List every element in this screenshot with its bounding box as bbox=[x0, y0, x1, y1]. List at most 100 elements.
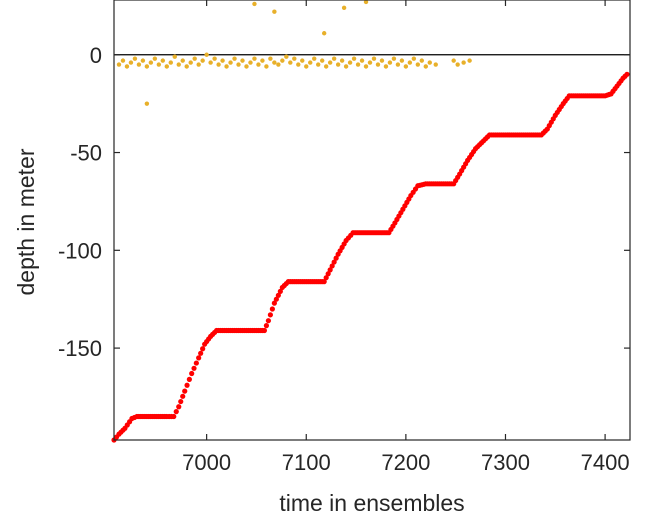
scatter-point bbox=[232, 56, 237, 61]
depth-point bbox=[273, 296, 279, 302]
scatter-point bbox=[371, 56, 377, 61]
scatter-point bbox=[284, 54, 289, 59]
scatter-point bbox=[240, 58, 245, 63]
scatter-point bbox=[383, 64, 389, 69]
scatter-point bbox=[148, 60, 154, 65]
scatter-point bbox=[331, 56, 337, 61]
scatter-point bbox=[144, 101, 150, 106]
depth-point bbox=[333, 255, 339, 261]
y-tick-label: -50 bbox=[70, 141, 102, 166]
scatter-point bbox=[224, 64, 229, 69]
scatter-point bbox=[228, 60, 233, 65]
scatter-point bbox=[216, 62, 221, 67]
ticks-layer: 7000 7100 7200 7300 7400 0 -50 -100 -150 bbox=[58, 0, 630, 475]
scatter-point bbox=[375, 62, 381, 67]
scatter-point bbox=[379, 58, 385, 63]
scatter-point bbox=[268, 56, 273, 61]
series-0 bbox=[116, 0, 472, 106]
depth-point bbox=[323, 275, 329, 281]
x-tick-label: 7200 bbox=[381, 450, 430, 475]
scatter-point bbox=[411, 56, 417, 61]
scatter-point bbox=[300, 58, 305, 63]
scatter-point bbox=[136, 62, 142, 67]
scatter-point bbox=[433, 62, 438, 67]
scatter-point bbox=[196, 62, 201, 67]
depth-point bbox=[193, 360, 199, 366]
marks-layer bbox=[111, 0, 630, 443]
scatter-point bbox=[363, 64, 369, 69]
depth-point bbox=[182, 388, 188, 394]
depth-point bbox=[275, 292, 281, 298]
depth-point bbox=[171, 413, 177, 420]
scatter-point bbox=[461, 60, 466, 65]
scatter-point bbox=[304, 64, 309, 69]
scatter-point bbox=[280, 58, 285, 63]
scatter-point bbox=[204, 52, 209, 57]
depth-point bbox=[173, 409, 179, 415]
scatter-point bbox=[236, 62, 241, 67]
scatter-point bbox=[144, 64, 150, 69]
depth-point bbox=[269, 306, 275, 312]
y-axis-label: depth in meter bbox=[13, 148, 39, 295]
scatter-point bbox=[124, 64, 130, 69]
depth-point bbox=[271, 300, 277, 306]
scatter-point bbox=[248, 60, 253, 65]
depth-point bbox=[321, 279, 327, 285]
scatter-point bbox=[192, 56, 197, 61]
scatter-point bbox=[128, 60, 134, 65]
scatter-point bbox=[363, 0, 369, 5]
scatter-point bbox=[156, 62, 162, 67]
scatter-point bbox=[355, 62, 361, 67]
scatter-point bbox=[264, 64, 269, 69]
scatter-point bbox=[272, 60, 277, 65]
depth-point bbox=[265, 318, 272, 324]
scatter-point bbox=[260, 58, 265, 63]
depth-point bbox=[196, 355, 202, 361]
scatter-point bbox=[200, 58, 205, 63]
scatter-point bbox=[292, 56, 297, 61]
scatter-point bbox=[172, 54, 177, 59]
scatter-point bbox=[341, 5, 347, 11]
scatter-point bbox=[168, 60, 173, 65]
depth-point bbox=[189, 370, 195, 377]
depth-point bbox=[180, 393, 186, 399]
scatter-point bbox=[272, 9, 277, 14]
depth-point bbox=[325, 271, 331, 277]
depth-point bbox=[198, 350, 204, 356]
scatter-point bbox=[407, 60, 413, 65]
scatter-point bbox=[327, 60, 333, 65]
series-1 bbox=[111, 71, 630, 443]
scatter-point bbox=[323, 64, 329, 69]
depth-point bbox=[327, 267, 333, 273]
scatter-point bbox=[351, 56, 357, 61]
scatter-point bbox=[180, 58, 185, 63]
depth-point bbox=[624, 71, 630, 77]
depth-point bbox=[263, 323, 270, 329]
scatter-point bbox=[387, 60, 393, 65]
scatter-point bbox=[367, 60, 373, 65]
scatter-point bbox=[316, 62, 321, 67]
scatter-point bbox=[164, 64, 169, 69]
scatter-point bbox=[312, 56, 317, 61]
scatter-point bbox=[152, 56, 158, 61]
scatter-point bbox=[455, 62, 460, 67]
depth-point bbox=[277, 288, 283, 294]
scatter-point bbox=[308, 60, 313, 65]
scatter-point bbox=[160, 58, 166, 63]
scatter-point bbox=[451, 58, 456, 63]
scatter-point bbox=[335, 62, 341, 67]
scatter-point bbox=[296, 62, 301, 67]
x-tick-label: 7300 bbox=[481, 450, 530, 475]
depth-point bbox=[200, 346, 206, 352]
scatter-point bbox=[319, 58, 325, 63]
depth-point bbox=[184, 382, 190, 388]
x-tick-label: 7100 bbox=[282, 450, 331, 475]
scatter-point bbox=[208, 60, 213, 65]
scatter-point bbox=[347, 60, 353, 65]
y-tick-label: 0 bbox=[90, 43, 102, 68]
scatter-point bbox=[427, 60, 432, 65]
scatter-point bbox=[252, 56, 257, 61]
scatter-point bbox=[116, 62, 122, 67]
scatter-point bbox=[467, 58, 472, 63]
